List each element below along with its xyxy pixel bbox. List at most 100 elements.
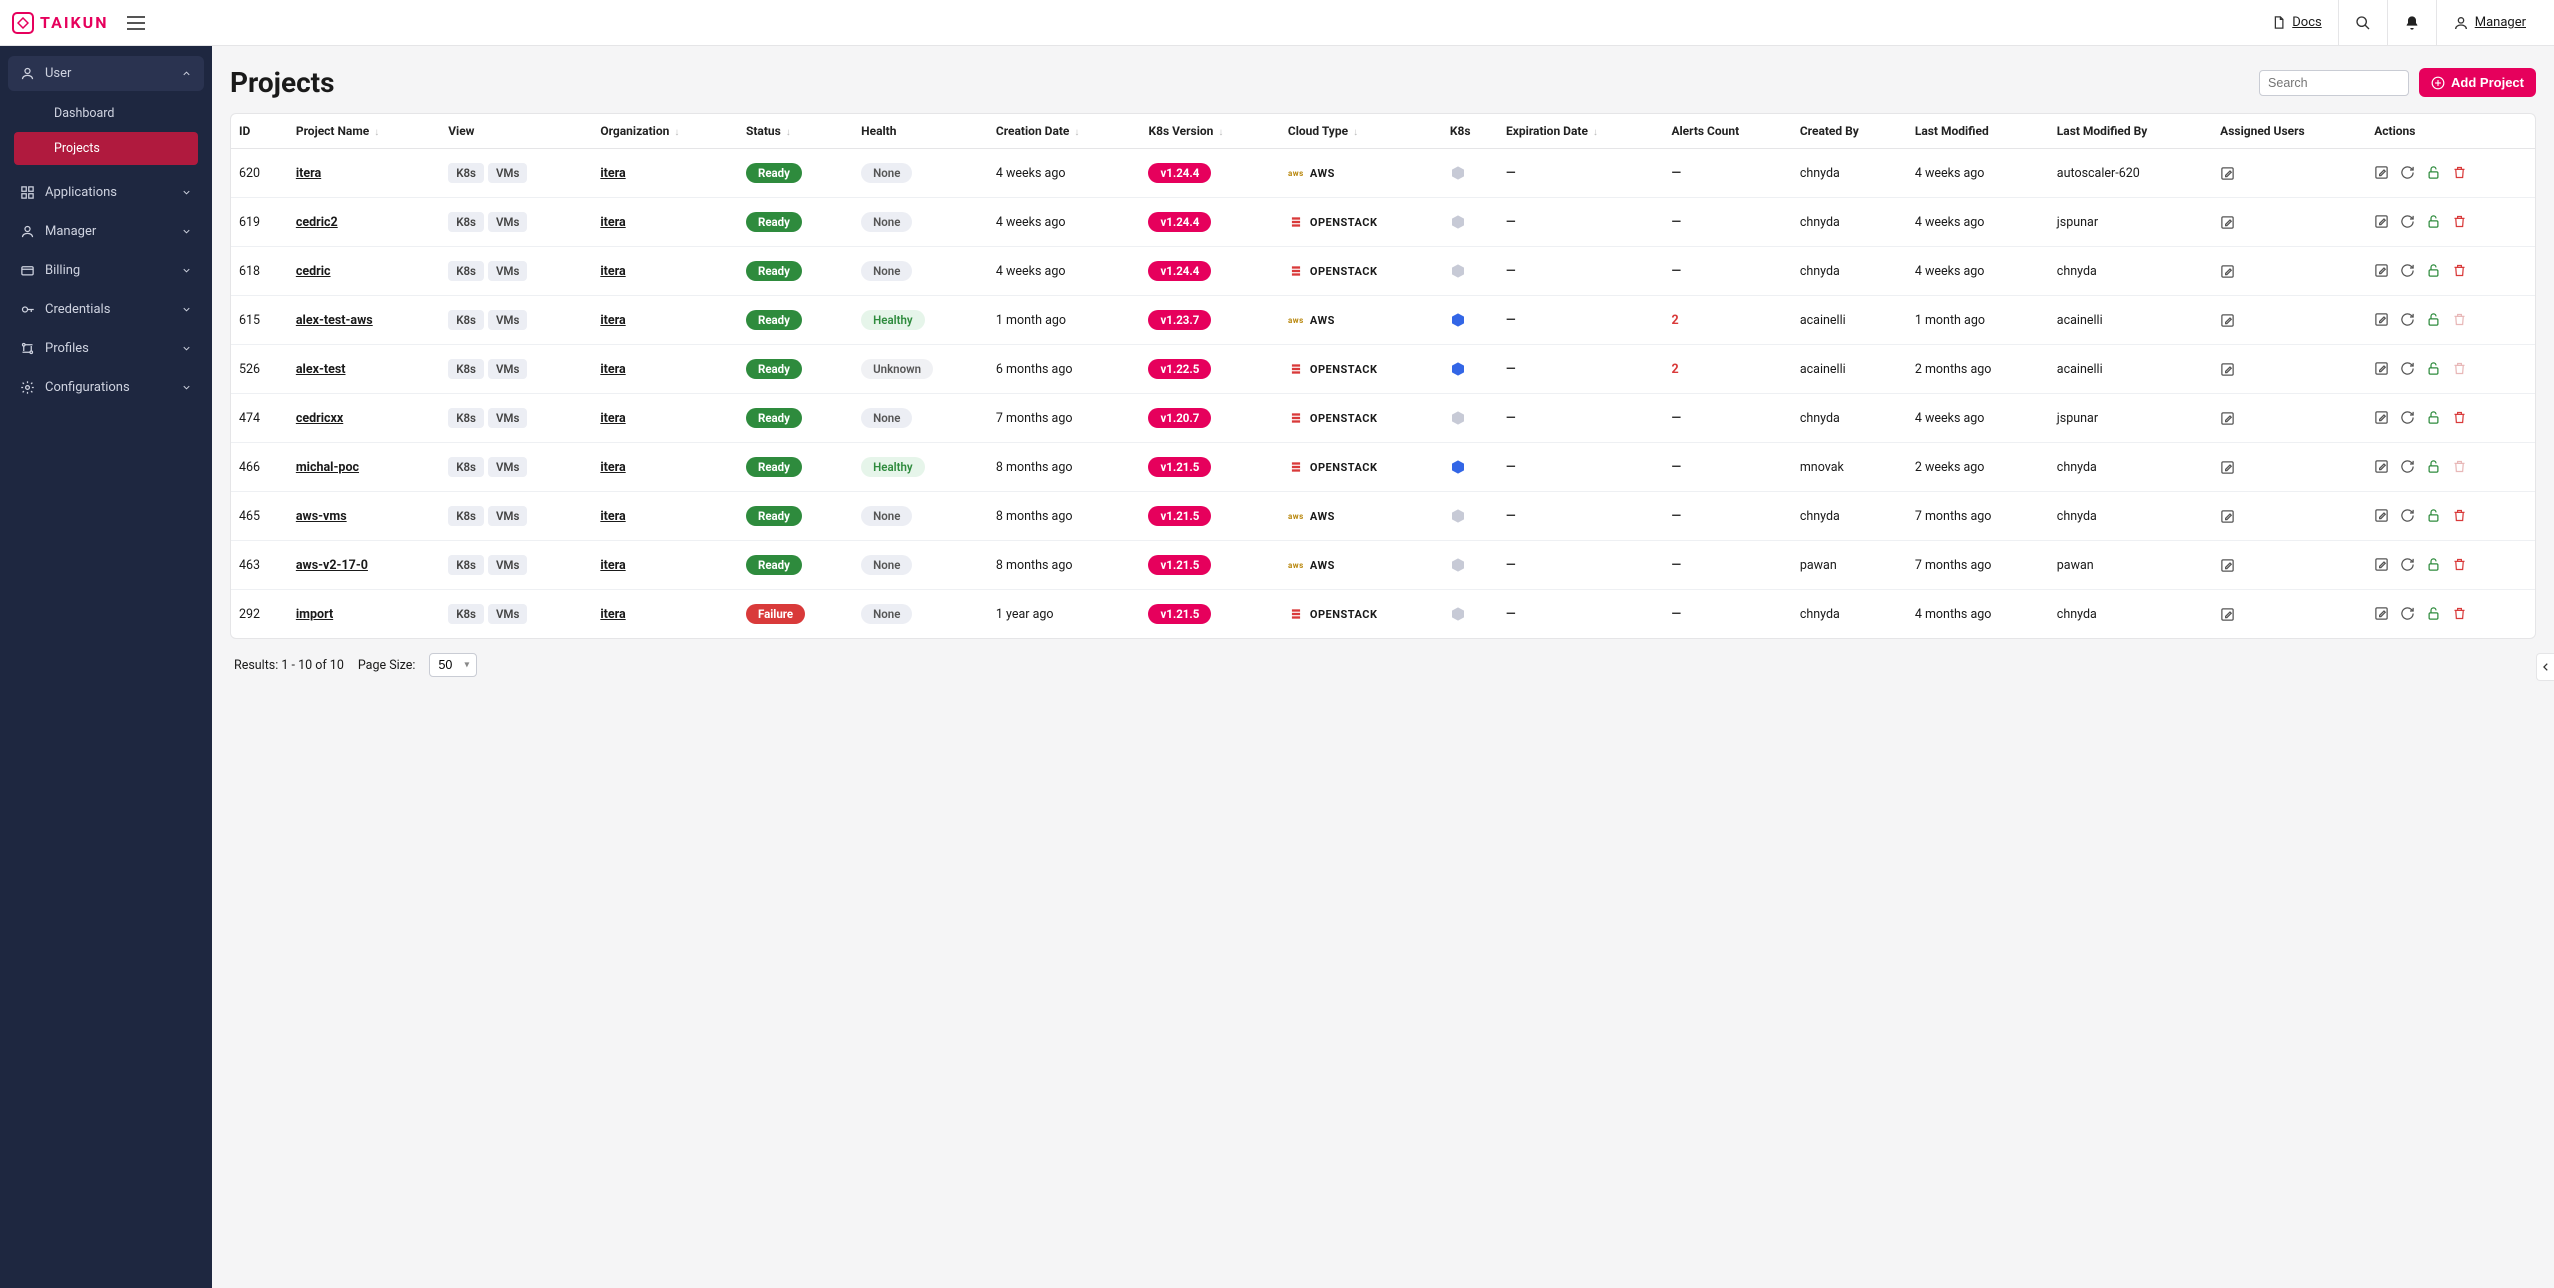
notifications-button[interactable]: [2387, 0, 2436, 45]
edit-icon[interactable]: [2374, 312, 2390, 328]
refresh-icon[interactable]: [2400, 263, 2416, 279]
lock-icon[interactable]: [2426, 557, 2442, 573]
refresh-icon[interactable]: [2400, 557, 2416, 573]
add-project-button[interactable]: Add Project: [2419, 68, 2536, 97]
cell-assigned-users[interactable]: [2212, 247, 2366, 296]
view-k8s-chip[interactable]: K8s: [448, 457, 484, 477]
column-status[interactable]: Status ↓: [738, 114, 853, 149]
collapse-panel-button[interactable]: [2536, 653, 2554, 681]
lock-icon[interactable]: [2426, 214, 2442, 230]
lock-icon[interactable]: [2426, 165, 2442, 181]
view-k8s-chip[interactable]: K8s: [448, 261, 484, 281]
delete-icon[interactable]: [2452, 361, 2468, 377]
column-organization[interactable]: Organization ↓: [592, 114, 738, 149]
delete-icon[interactable]: [2452, 410, 2468, 426]
column-creation-date[interactable]: Creation Date ↓: [988, 114, 1141, 149]
view-vms-chip[interactable]: VMs: [488, 457, 527, 477]
refresh-icon[interactable]: [2400, 459, 2416, 475]
delete-icon[interactable]: [2452, 263, 2468, 279]
column-project-name[interactable]: Project Name ↓: [288, 114, 440, 149]
edit-icon[interactable]: [2374, 361, 2390, 377]
project-name-link[interactable]: aws-vms: [296, 509, 347, 524]
cell-assigned-users[interactable]: [2212, 492, 2366, 541]
view-vms-chip[interactable]: VMs: [488, 359, 527, 379]
refresh-icon[interactable]: [2400, 165, 2416, 181]
refresh-icon[interactable]: [2400, 361, 2416, 377]
organization-link[interactable]: itera: [600, 215, 625, 230]
view-k8s-chip[interactable]: K8s: [448, 555, 484, 575]
delete-icon[interactable]: [2452, 606, 2468, 622]
column-expiration-date[interactable]: Expiration Date ↓: [1498, 114, 1663, 149]
sidebar-section-credentials[interactable]: Credentials: [8, 292, 204, 327]
cell-assigned-users[interactable]: [2212, 345, 2366, 394]
view-k8s-chip[interactable]: K8s: [448, 506, 484, 526]
cell-assigned-users[interactable]: [2212, 198, 2366, 247]
edit-icon[interactable]: [2374, 214, 2390, 230]
lock-icon[interactable]: [2426, 312, 2442, 328]
view-k8s-chip[interactable]: K8s: [448, 212, 484, 232]
delete-icon[interactable]: [2452, 312, 2468, 328]
lock-icon[interactable]: [2426, 508, 2442, 524]
delete-icon[interactable]: [2452, 557, 2468, 573]
view-vms-chip[interactable]: VMs: [488, 506, 527, 526]
search-button[interactable]: [2338, 0, 2387, 45]
view-vms-chip[interactable]: VMs: [488, 163, 527, 183]
sidebar-item-dashboard[interactable]: Dashboard: [14, 97, 198, 130]
cell-assigned-users[interactable]: [2212, 149, 2366, 198]
project-name-link[interactable]: cedricxx: [296, 411, 343, 426]
sidebar-section-billing[interactable]: Billing: [8, 253, 204, 288]
refresh-icon[interactable]: [2400, 312, 2416, 328]
cell-assigned-users[interactable]: [2212, 394, 2366, 443]
cell-assigned-users[interactable]: [2212, 443, 2366, 492]
sidebar-section-profiles[interactable]: Profiles: [8, 331, 204, 366]
lock-icon[interactable]: [2426, 361, 2442, 377]
view-k8s-chip[interactable]: K8s: [448, 408, 484, 428]
organization-link[interactable]: itera: [600, 362, 625, 377]
edit-icon[interactable]: [2374, 508, 2390, 524]
user-menu[interactable]: Manager: [2436, 0, 2542, 45]
project-name-link[interactable]: itera: [296, 166, 321, 181]
organization-link[interactable]: itera: [600, 264, 625, 279]
sidebar-section-applications[interactable]: Applications: [8, 175, 204, 210]
view-vms-chip[interactable]: VMs: [488, 408, 527, 428]
organization-link[interactable]: itera: [600, 411, 625, 426]
edit-icon[interactable]: [2374, 557, 2390, 573]
lock-icon[interactable]: [2426, 606, 2442, 622]
refresh-icon[interactable]: [2400, 508, 2416, 524]
project-name-link[interactable]: alex-test: [296, 362, 346, 377]
lock-icon[interactable]: [2426, 263, 2442, 279]
organization-link[interactable]: itera: [600, 607, 625, 622]
view-vms-chip[interactable]: VMs: [488, 604, 527, 624]
docs-link[interactable]: Docs: [2255, 0, 2337, 45]
organization-link[interactable]: itera: [600, 313, 625, 328]
edit-icon[interactable]: [2374, 410, 2390, 426]
edit-icon[interactable]: [2374, 263, 2390, 279]
lock-icon[interactable]: [2426, 459, 2442, 475]
view-vms-chip[interactable]: VMs: [488, 261, 527, 281]
view-k8s-chip[interactable]: K8s: [448, 359, 484, 379]
delete-icon[interactable]: [2452, 459, 2468, 475]
page-size-select[interactable]: 50: [429, 653, 477, 677]
menu-toggle-icon[interactable]: [127, 16, 145, 30]
project-name-link[interactable]: aws-v2-17-0: [296, 558, 368, 573]
sidebar-item-projects[interactable]: Projects: [14, 132, 198, 165]
project-name-link[interactable]: michal-poc: [296, 460, 359, 475]
project-name-link[interactable]: cedric: [296, 264, 331, 279]
refresh-icon[interactable]: [2400, 214, 2416, 230]
view-vms-chip[interactable]: VMs: [488, 310, 527, 330]
view-vms-chip[interactable]: VMs: [488, 212, 527, 232]
refresh-icon[interactable]: [2400, 410, 2416, 426]
organization-link[interactable]: itera: [600, 558, 625, 573]
project-name-link[interactable]: alex-test-aws: [296, 313, 373, 328]
edit-icon[interactable]: [2374, 459, 2390, 475]
sidebar-section-user[interactable]: User: [8, 56, 204, 91]
sidebar-section-configurations[interactable]: Configurations: [8, 370, 204, 405]
organization-link[interactable]: itera: [600, 166, 625, 181]
brand-logo[interactable]: TAIKUN: [12, 12, 109, 34]
delete-icon[interactable]: [2452, 508, 2468, 524]
delete-icon[interactable]: [2452, 165, 2468, 181]
edit-icon[interactable]: [2374, 606, 2390, 622]
cell-assigned-users[interactable]: [2212, 541, 2366, 590]
delete-icon[interactable]: [2452, 214, 2468, 230]
view-vms-chip[interactable]: VMs: [488, 555, 527, 575]
